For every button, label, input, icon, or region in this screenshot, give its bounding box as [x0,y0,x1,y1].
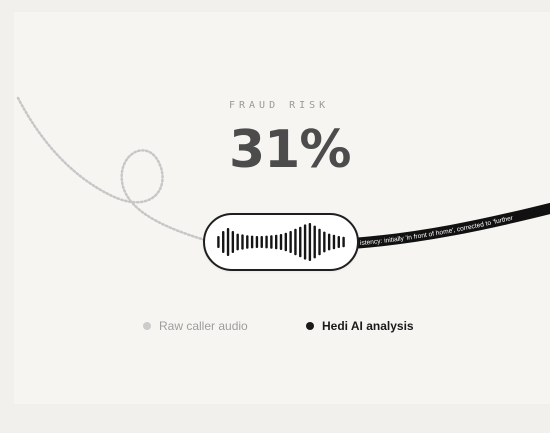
legend-ai-label: Hedi AI analysis [322,319,414,333]
waveform-bar [241,234,244,250]
transcript-ribbon-band [357,202,550,249]
waveform-bar [294,228,297,256]
waveform-bar [274,234,278,250]
waveform-bar [255,236,259,248]
audio-waveform-pill [203,213,359,271]
legend-raw-caller-audio: Raw caller audio [143,319,248,333]
waveform-bar [236,233,239,251]
transcript-ribbon-text: istency: initially 'in front of home', c… [360,215,515,247]
waveform-bar [250,235,254,249]
waveform-bar [260,236,263,248]
waveform-bar [313,225,316,259]
waveform-bar [231,231,235,253]
waveform-icon [217,223,345,261]
waveform-bar [217,236,220,248]
waveform-bar [318,228,321,256]
waveform-bar [332,234,336,250]
waveform-bar [284,232,288,252]
fraud-risk-card [14,12,550,404]
waveform-bar [303,224,307,260]
ai-analysis-dot [306,322,314,330]
waveform-bar [299,226,302,258]
waveform-bar [337,236,340,248]
waveform-bar [323,231,326,253]
legend-hedi-ai-analysis: Hedi AI analysis [306,319,414,333]
waveform-bar [270,235,273,249]
waveform-bar [246,235,249,249]
waveform-bar [222,231,225,253]
legend-raw-label: Raw caller audio [159,319,248,333]
waveform-bar [342,236,345,248]
raw-audio-trail-path [16,96,207,242]
waveform-bar [327,233,331,251]
waveform-bar [308,223,312,261]
fraud-risk-label: FRAUD RISK [229,100,330,111]
fraud-risk-percentage: 31% [229,120,351,180]
waveform-bar [279,234,283,250]
raw-audio-dot [143,322,151,330]
waveform-bar [265,235,268,249]
waveform-bar [289,231,292,253]
waveform-bar [226,228,230,256]
